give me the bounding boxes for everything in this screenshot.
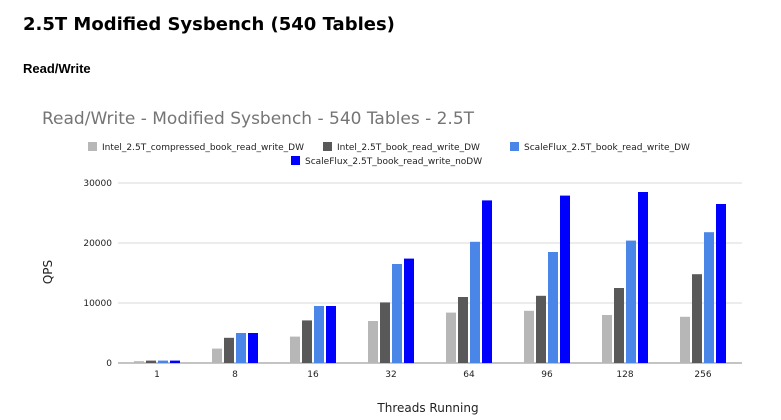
x-tick-label: 64: [463, 370, 475, 380]
bar-256-series-1: [680, 316, 690, 363]
page-heading: 2.5T Modified Sysbench (540 Tables): [23, 14, 395, 35]
bar-256-series-3: [704, 232, 714, 363]
bar-8-series-3: [236, 333, 246, 363]
x-tick-label: 128: [616, 370, 633, 380]
bar-128-series-2: [614, 288, 624, 363]
bar-32-series-4: [404, 258, 414, 363]
x-axis-ticks: 1 8 16 32 64 96 128 256: [154, 370, 712, 380]
y-tick-label: 10000: [83, 299, 112, 309]
x-tick-label: 1: [154, 370, 160, 380]
bar-256-series-4: [716, 204, 726, 363]
legend-label: Intel_2.5T_compressed_book_read_write_DW: [102, 143, 304, 153]
bar-96-series-1: [524, 310, 534, 363]
legend-swatch: [510, 142, 519, 151]
bar-256-series-2: [692, 274, 702, 363]
x-tick-label: 96: [541, 370, 553, 380]
bar-64-series-3: [470, 241, 480, 363]
bar-16-series-2: [302, 320, 312, 363]
chart-bars: [134, 192, 726, 363]
bar-128-series-1: [602, 315, 612, 363]
x-axis-title: Threads Running: [376, 401, 478, 415]
bar-96-series-2: [536, 295, 546, 363]
legend-label: ScaleFlux_2.5T_book_read_write_DW: [524, 143, 690, 153]
bar-16-series-4: [326, 306, 336, 363]
bar-8-series-2: [224, 337, 234, 363]
x-tick-label: 256: [694, 370, 711, 380]
bar-16-series-1: [290, 336, 300, 363]
bar-64-series-1: [446, 312, 456, 363]
x-tick-label: 8: [232, 370, 238, 380]
chart-gridlines: [118, 182, 742, 364]
bar-64-series-4: [482, 200, 492, 363]
bar-32-series-2: [380, 302, 390, 363]
chart-legend: Intel_2.5T_compressed_book_read_write_DW…: [88, 142, 690, 167]
bar-128-series-4: [638, 192, 648, 363]
legend-label: ScaleFlux_2.5T_book_read_write_noDW: [305, 157, 482, 167]
chart-title: Read/Write - Modified Sysbench - 540 Tab…: [42, 109, 475, 129]
bar-64-series-2: [458, 297, 468, 363]
bar-8-series-1: [212, 348, 222, 363]
bar-1-series-2: [146, 360, 156, 363]
legend-swatch: [291, 156, 300, 165]
y-tick-label: 0: [106, 359, 112, 369]
y-axis-title: QPS: [41, 260, 55, 284]
legend-label: Intel_2.5T_book_read_write_DW: [337, 143, 480, 153]
y-tick-label: 20000: [83, 239, 112, 249]
legend-swatch: [88, 142, 97, 151]
bar-1-series-3: [158, 360, 168, 363]
bar-96-series-3: [548, 252, 558, 363]
section-heading: Read/Write: [23, 61, 91, 76]
bar-128-series-3: [626, 240, 636, 363]
x-tick-label: 32: [385, 370, 396, 380]
bar-16-series-3: [314, 306, 324, 363]
y-tick-label: 30000: [83, 179, 112, 189]
x-tick-label: 16: [307, 370, 319, 380]
bar-32-series-3: [392, 264, 402, 363]
bar-32-series-1: [368, 321, 378, 363]
bar-96-series-4: [560, 195, 570, 363]
bar-8-series-4: [248, 333, 258, 363]
bar-1-series-4: [170, 360, 180, 363]
bar-1-series-1: [134, 361, 144, 363]
legend-swatch: [323, 142, 332, 151]
y-axis-ticks: 0 10000 20000 30000: [83, 179, 112, 369]
